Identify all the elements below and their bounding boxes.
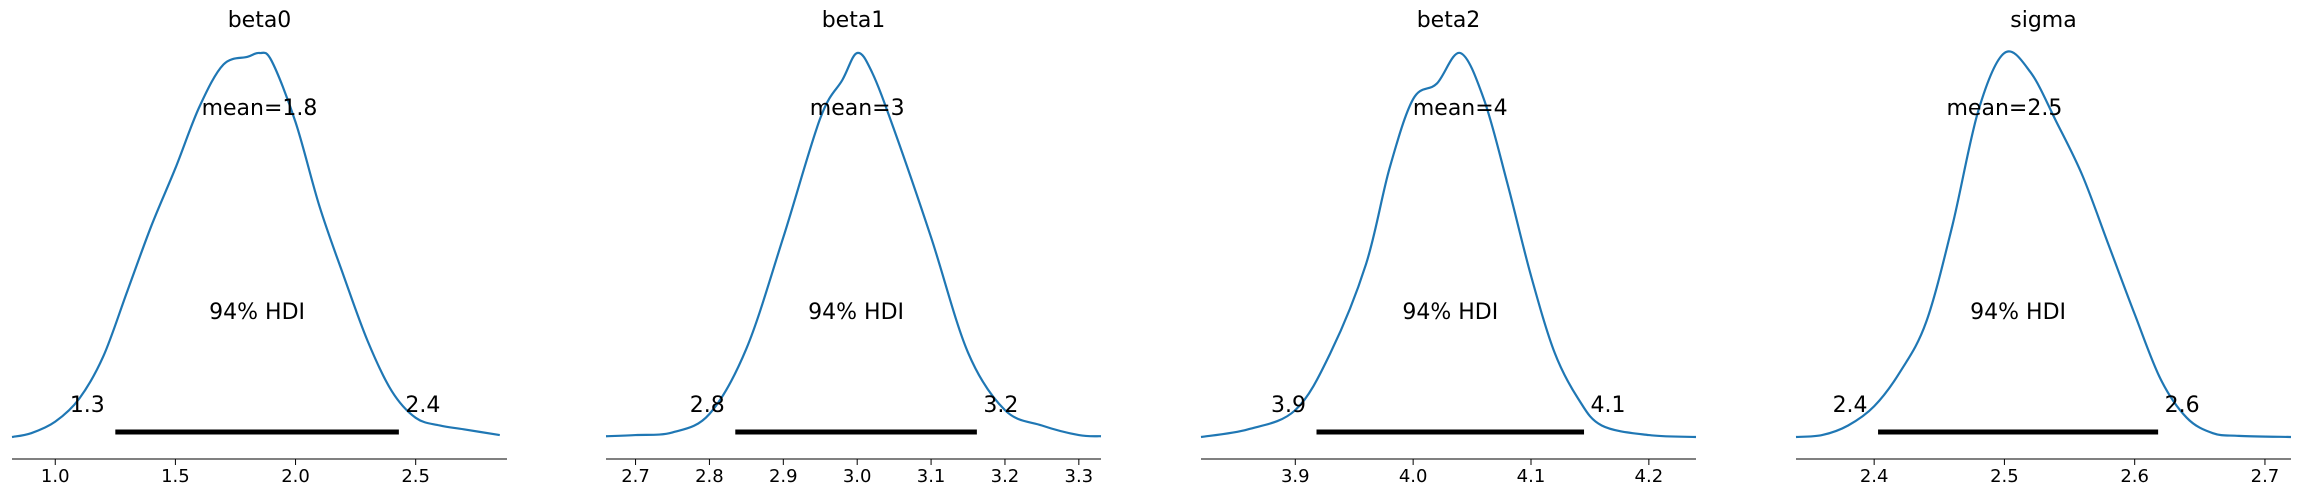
x-tick-label: 1.0 bbox=[41, 466, 70, 487]
density-curve bbox=[11, 51, 500, 439]
hdi-label: 94% HDI bbox=[1402, 300, 1498, 325]
x-tick-label: 2.5 bbox=[1990, 466, 2019, 487]
hdi-label: 94% HDI bbox=[808, 300, 904, 325]
hdi-label: 94% HDI bbox=[1970, 300, 2066, 325]
hdi-low-label: 2.8 bbox=[690, 393, 725, 418]
hdi-high-label: 2.6 bbox=[2165, 393, 2200, 418]
mean-label: mean=2.5 bbox=[1947, 96, 2063, 121]
panel-title: sigma bbox=[2010, 8, 2076, 33]
x-tick-label: 4.0 bbox=[1399, 466, 1428, 487]
mean-label: mean=1.8 bbox=[202, 96, 318, 121]
x-tick-label: 2.0 bbox=[281, 466, 310, 487]
mean-label: mean=4 bbox=[1413, 96, 1508, 121]
panel-beta0: beta0 mean=1.8 94% HDI 1.3 2.4 1.0 1.5 2.0 2.5 bbox=[11, 8, 507, 487]
x-tick-label: 2.7 bbox=[2251, 466, 2280, 487]
hdi-high-label: 3.2 bbox=[983, 393, 1018, 418]
x-tick-label: 3.3 bbox=[1065, 466, 1094, 487]
density-curve bbox=[1795, 50, 2292, 439]
hdi-low-label: 2.4 bbox=[1833, 393, 1868, 418]
x-tick-label: 2.8 bbox=[695, 466, 724, 487]
density-curve bbox=[1200, 51, 1697, 439]
hdi-high-label: 2.4 bbox=[405, 393, 440, 418]
density-curve bbox=[605, 51, 1102, 438]
panel-title: beta1 bbox=[822, 8, 886, 33]
x-tick-label: 3.2 bbox=[991, 466, 1020, 487]
x-tick-label: 2.5 bbox=[401, 466, 430, 487]
x-tick-label: 3.0 bbox=[843, 466, 872, 487]
hdi-label: 94% HDI bbox=[209, 300, 305, 325]
panel-title: beta2 bbox=[1417, 8, 1481, 33]
panel-sigma: sigma mean=2.5 94% HDI 2.4 2.6 2.4 2.5 2.6 2.7 bbox=[1795, 8, 2292, 487]
x-tick-label: 3.9 bbox=[1281, 466, 1310, 487]
panel-beta2: beta2 mean=4 94% HDI 3.9 4.1 3.9 4.0 4.1 4.2 bbox=[1200, 8, 1697, 487]
x-tick-label: 1.5 bbox=[161, 466, 190, 487]
x-tick-label: 2.6 bbox=[2120, 466, 2149, 487]
x-tick-label: 4.1 bbox=[1517, 466, 1546, 487]
hdi-high-label: 4.1 bbox=[1591, 393, 1626, 418]
x-tick-label: 2.7 bbox=[621, 466, 650, 487]
hdi-low-label: 3.9 bbox=[1271, 393, 1306, 418]
x-tick-label: 2.9 bbox=[769, 466, 798, 487]
hdi-low-label: 1.3 bbox=[70, 393, 105, 418]
panel-beta1: beta1 mean=3 94% HDI 2.8 3.2 2.7 2.8 2.9 3.0 3.1 3… bbox=[605, 8, 1102, 487]
x-tick-label: 3.1 bbox=[917, 466, 946, 487]
mean-label: mean=3 bbox=[810, 96, 905, 121]
panel-title: beta0 bbox=[228, 8, 292, 33]
x-tick-label: 4.2 bbox=[1635, 466, 1664, 487]
x-tick-label: 2.4 bbox=[1860, 466, 1889, 487]
